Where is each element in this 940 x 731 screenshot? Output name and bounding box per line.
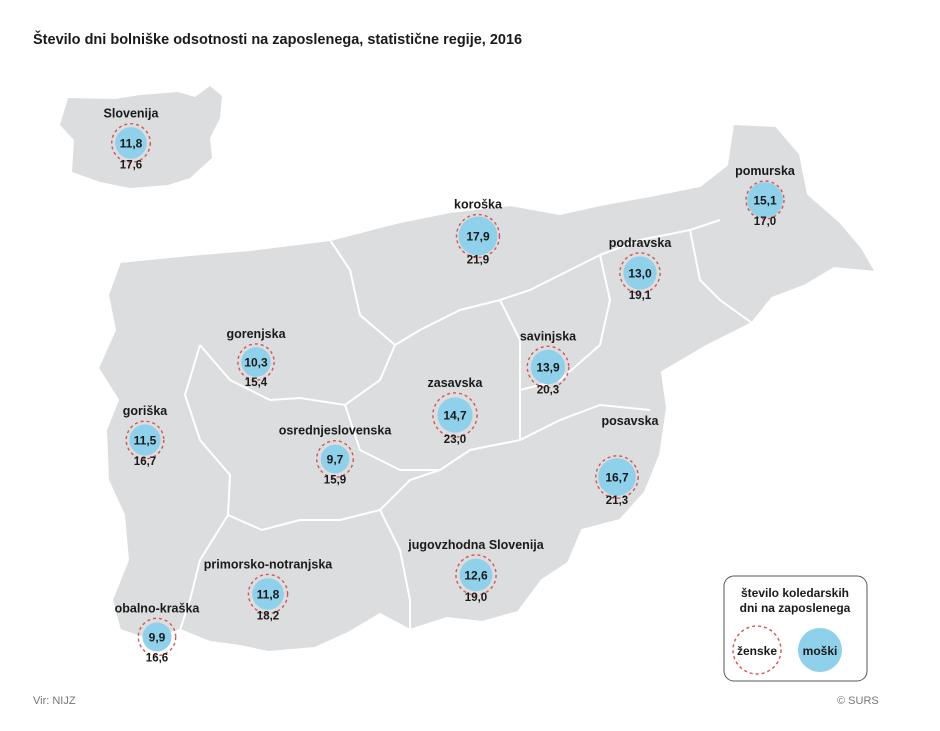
male-value-label: 9,7 — [327, 453, 344, 467]
male-circle — [129, 424, 161, 456]
legend: število koledarskih dni na zaposlenega ž… — [723, 575, 868, 682]
male-value-label: 14,7 — [443, 409, 467, 423]
female-ring — [247, 573, 289, 615]
region-name-label: podravska — [609, 236, 673, 250]
region-jugovzhodna-slovenija: 12,6 19,0 jugovzhodna Slovenija — [407, 538, 544, 604]
female-value-label: 20,3 — [537, 385, 559, 397]
male-circle — [459, 558, 493, 592]
region-name-label: goriška — [123, 404, 169, 418]
region-osrednjeslovenska: 9,7 15,9 osrednjeslovenska — [279, 424, 393, 487]
male-value-label: 10,3 — [244, 356, 268, 370]
female-ring — [137, 617, 177, 657]
region-name-label: pomurska — [735, 164, 796, 178]
region-obalno-kraška: 9,9 16,6 obalno-kraška — [115, 601, 201, 664]
region-name-label: posavska — [602, 414, 660, 428]
female-ring — [316, 440, 355, 479]
female-ring — [455, 213, 501, 259]
legend-male-circle — [798, 628, 842, 672]
female-ring — [745, 180, 785, 220]
page-title: Število dni bolniške odsotnosti na zapos… — [33, 32, 523, 48]
female-value-label: 19,0 — [465, 592, 487, 604]
bubbles-layer: 11,8 17,6 Slovenija 17,9 21,9 koroška 15,1 17,0… — [104, 107, 796, 665]
female-ring — [619, 252, 661, 294]
slovenia-map-shape — [96, 122, 878, 654]
region-primorsko-notranjska: 11,8 18,2 primorsko-notranjska — [204, 557, 334, 622]
male-circle — [530, 349, 566, 385]
male-value-label: 17,9 — [466, 230, 490, 244]
male-circle — [320, 444, 350, 474]
region-pomurska: 15,1 17,0 pomurska — [735, 164, 796, 228]
legend-female-label: ženske — [737, 644, 777, 658]
female-ring — [237, 343, 275, 381]
source-note: Vir: NIJZ — [33, 695, 76, 707]
female-value-label: 16,7 — [134, 456, 156, 468]
male-value-label: 15,1 — [753, 194, 777, 208]
male-circle — [598, 458, 636, 496]
male-circle — [252, 578, 284, 610]
male-circle — [623, 256, 657, 290]
male-value-label: 11,8 — [120, 137, 143, 151]
male-value-label: 12,6 — [464, 569, 488, 583]
region-zasavska: 14,7 23,0 zasavska — [428, 376, 484, 446]
male-value-label: 9,9 — [149, 631, 166, 645]
female-value-label: 17,6 — [120, 159, 142, 171]
male-circle — [747, 182, 783, 218]
male-circle — [142, 622, 172, 652]
region-name-label: osrednjeslovenska — [279, 424, 393, 438]
legend-title-line2: dni na zaposlenega — [740, 601, 851, 615]
male-circle — [458, 216, 498, 256]
region-name-label: Slovenija — [104, 107, 160, 121]
region-gorenjska: 10,3 15,4 gorenjska — [226, 327, 286, 389]
region-savinjska: 13,9 20,3 savinjska — [520, 329, 577, 396]
region-name-label: obalno-kraška — [115, 601, 201, 615]
male-value-label: 16,7 — [605, 471, 629, 485]
region-koroška: 17,9 21,9 koroška — [454, 197, 503, 266]
region-name-label: jugovzhodna Slovenija — [407, 538, 544, 552]
female-value-label: 21,9 — [467, 255, 489, 267]
female-value-label: 23,0 — [444, 434, 466, 446]
region-posavska: 16,7 21,3 posavska — [595, 414, 660, 507]
female-ring — [432, 392, 478, 438]
region-name-label: gorenjska — [226, 327, 286, 341]
male-value-label: 13,9 — [536, 361, 560, 375]
female-value-label: 18,2 — [257, 611, 279, 623]
male-value-label: 11,8 — [257, 588, 280, 602]
male-circle — [115, 127, 147, 159]
female-value-label: 15,9 — [324, 474, 346, 486]
female-value-label: 17,0 — [754, 216, 776, 228]
female-ring — [455, 554, 497, 596]
male-value-label: 11,5 — [134, 434, 157, 448]
region-name-label: koroška — [454, 197, 503, 211]
copyright-note: © SURS — [837, 695, 879, 707]
region-goriška: 11,5 16,7 goriška — [123, 404, 169, 468]
female-value-label: 21,3 — [606, 495, 628, 507]
female-value-label: 16,6 — [146, 653, 168, 665]
legend-title-line1: število koledarskih — [741, 586, 849, 600]
female-ring — [526, 345, 570, 389]
region-name-label: zasavska — [428, 376, 484, 390]
legend-male-label: moški — [803, 644, 838, 658]
female-ring — [125, 420, 165, 460]
region-name-label: savinjska — [520, 329, 577, 343]
male-circle — [437, 397, 473, 433]
female-ring — [595, 455, 639, 499]
female-ring — [110, 122, 151, 163]
male-value-label: 13,0 — [628, 267, 652, 281]
female-value-label: 15,4 — [245, 377, 268, 389]
region-slovenija: 11,8 17,6 Slovenija — [104, 107, 160, 172]
legend-female-ring — [732, 625, 782, 675]
region-podravska: 13,0 19,1 podravska — [609, 236, 673, 302]
female-value-label: 19,1 — [629, 290, 652, 302]
region-name-label: primorsko-notranjska — [204, 557, 334, 571]
male-circle — [241, 347, 271, 377]
